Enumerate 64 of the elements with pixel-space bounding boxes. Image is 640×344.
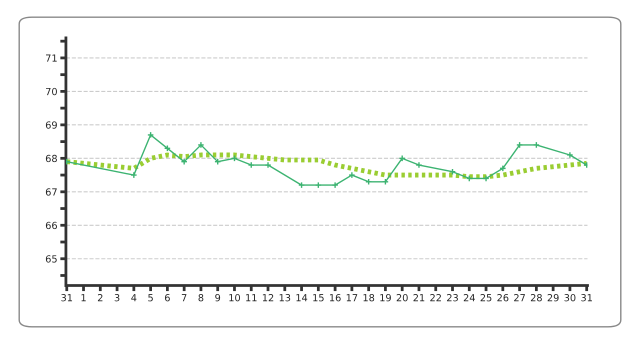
x-tick-label: 11 (246, 294, 257, 302)
y-tick-label: 67 (46, 188, 57, 196)
y-tick-label: 71 (46, 54, 57, 62)
point (164, 144, 171, 152)
x-tick-label: 5 (148, 294, 153, 302)
x-tick-label: 3 (114, 294, 120, 302)
x-tick-label: 17 (346, 294, 358, 302)
point (566, 152, 574, 158)
x-tick-label: 29 (548, 294, 559, 302)
x-tick-label: 19 (380, 294, 391, 302)
point (332, 182, 339, 189)
x-tick-label: 24 (464, 294, 475, 302)
point (532, 141, 540, 148)
x-tick-label: 18 (364, 294, 374, 302)
point (466, 174, 473, 182)
x-tick-label: 27 (514, 294, 525, 302)
y-tick-label: 66 (46, 222, 57, 230)
point (499, 164, 506, 172)
point (365, 178, 372, 186)
x-tick-label: 23 (447, 294, 458, 302)
point (415, 162, 422, 168)
point (180, 158, 188, 166)
y-tick-label: 65 (46, 255, 57, 263)
point (197, 141, 204, 148)
x-tick-label: 31 (61, 294, 72, 302)
point (264, 162, 272, 168)
x-tick-label: 20 (396, 294, 408, 302)
point (348, 172, 356, 179)
point (398, 154, 406, 162)
point (231, 154, 238, 162)
line-series (66, 152, 588, 180)
x-tick-label: 7 (182, 294, 186, 302)
x-tick-label: 14 (296, 294, 308, 302)
x-tick-label: 2 (98, 294, 102, 302)
x-tick-label: 9 (215, 294, 220, 302)
x-tick-label: 6 (164, 294, 170, 302)
x-tick-label: 4 (131, 294, 136, 302)
x-tick-label: 28 (530, 294, 542, 302)
x-tick-label: 21 (413, 294, 424, 302)
point (449, 168, 456, 176)
y-tick-label: 70 (46, 88, 57, 96)
x-tick-label: 13 (280, 294, 290, 302)
y-tick-label: 69 (46, 121, 57, 129)
point (147, 131, 154, 138)
x-tick-label: 8 (198, 294, 204, 302)
x-tick-label: 10 (229, 294, 240, 302)
point (482, 174, 490, 182)
x-tick-label: 15 (313, 294, 324, 302)
point (214, 158, 222, 166)
point (130, 172, 138, 179)
point (314, 182, 322, 189)
point (298, 182, 306, 189)
x-tick-label: 31 (581, 294, 592, 302)
x-tick-label: 26 (497, 294, 508, 302)
x-tick-label: 30 (564, 294, 576, 302)
point (382, 178, 389, 186)
x-tick-label: 1 (82, 294, 86, 302)
point (516, 141, 524, 148)
point (248, 162, 255, 168)
x-tick-label: 12 (262, 294, 274, 302)
x-tick-label: 16 (330, 294, 341, 302)
x-tick-label: 22 (430, 294, 441, 302)
x-tick-label: 25 (480, 294, 492, 302)
y-tick-label: 68 (46, 154, 57, 162)
